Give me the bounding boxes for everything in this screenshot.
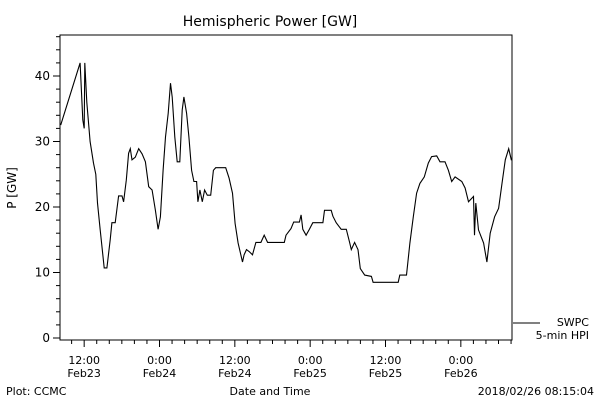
legend: SWPC 5-min HPI bbox=[513, 316, 589, 342]
chart-title: Hemispheric Power [GW] bbox=[183, 14, 358, 30]
x-tick-date-label: Feb24 bbox=[218, 367, 251, 380]
x-tick-date-label: Feb25 bbox=[369, 367, 402, 380]
axes: 01020304012:00Feb230:00Feb2412:00Feb240:… bbox=[35, 36, 512, 380]
x-tick-date-label: Feb26 bbox=[444, 367, 477, 380]
legend-entry-type: 5-min HPI bbox=[536, 329, 589, 342]
x-tick-date-label: Feb23 bbox=[67, 367, 100, 380]
x-tick-time-label: 0:00 bbox=[298, 354, 323, 367]
y-tick-label: 40 bbox=[35, 69, 50, 83]
plot-frame bbox=[59, 34, 513, 341]
x-tick-date-label: Feb25 bbox=[293, 367, 326, 380]
x-tick-time-label: 0:00 bbox=[147, 354, 172, 367]
legend-entry-source: SWPC bbox=[557, 316, 589, 329]
x-tick-time-label: 0:00 bbox=[448, 354, 473, 367]
plot-timestamp: 2018/02/26 08:15:04 bbox=[478, 385, 594, 398]
plot-credit: Plot: CCMC bbox=[6, 385, 67, 398]
x-axis-label: Date and Time bbox=[230, 385, 311, 398]
series-group bbox=[60, 62, 512, 283]
x-tick-time-label: 12:00 bbox=[68, 354, 100, 367]
y-tick-label: 30 bbox=[35, 135, 50, 149]
y-axis-label: P [GW] bbox=[5, 167, 19, 209]
x-tick-date-label: Feb24 bbox=[143, 367, 176, 380]
x-tick-time-label: 12:00 bbox=[370, 354, 402, 367]
x-tick-time-label: 12:00 bbox=[219, 354, 251, 367]
series-line-hemispheric-power bbox=[60, 62, 512, 283]
y-tick-label: 20 bbox=[35, 200, 50, 214]
y-tick-label: 0 bbox=[42, 331, 50, 345]
y-tick-label: 10 bbox=[35, 266, 50, 280]
